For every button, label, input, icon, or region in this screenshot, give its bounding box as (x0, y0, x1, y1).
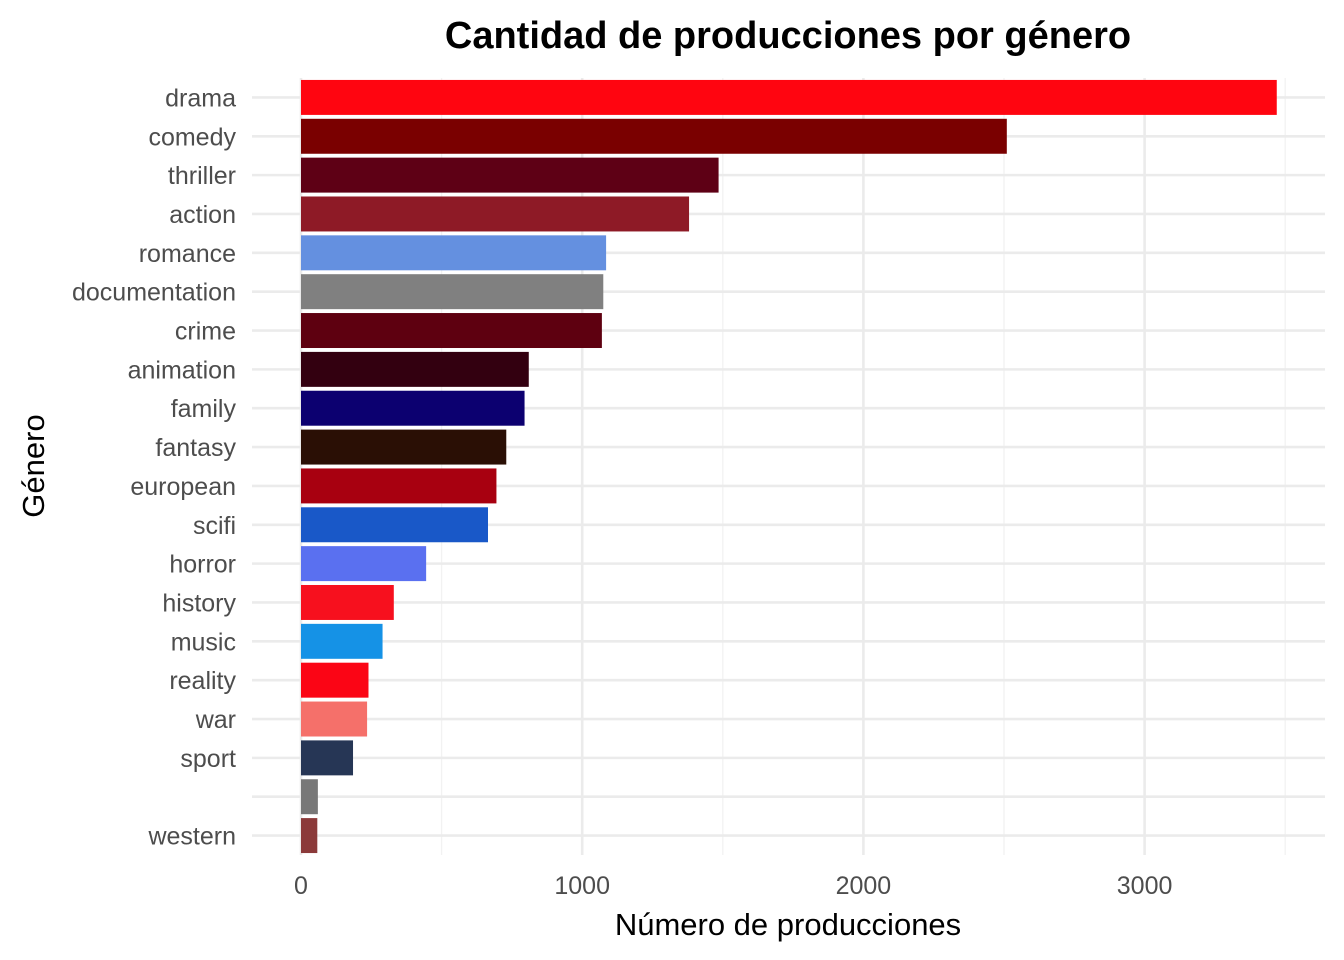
y-tick-label: sport (180, 745, 236, 773)
y-tick-label: drama (165, 84, 236, 112)
bar (301, 196, 690, 232)
bar (301, 468, 497, 504)
bar (301, 351, 529, 387)
bar (301, 79, 1277, 115)
y-tick-label: romance (139, 240, 236, 268)
y-tick-label: comedy (148, 123, 236, 151)
bar (301, 818, 318, 854)
y-tick-label: action (169, 201, 236, 229)
chart-title: Cantidad de producciones por género (445, 15, 1131, 57)
bar (301, 701, 368, 737)
x-tick-label: 2000 (836, 872, 892, 900)
x-axis-title: Número de producciones (615, 907, 961, 942)
bar (301, 740, 354, 776)
x-tick-labels: 0 1000 2000 3000 (294, 872, 1172, 900)
bar (301, 779, 318, 815)
y-tick-label: horror (169, 551, 236, 579)
bar (301, 662, 369, 698)
y-tick-label: european (130, 473, 236, 501)
bar (301, 429, 507, 465)
y-tick-label: western (147, 823, 236, 851)
x-tick-label: 0 (294, 872, 308, 900)
bar (301, 157, 719, 193)
bar (301, 274, 604, 310)
bar (301, 313, 602, 349)
bar (301, 584, 394, 620)
bars (301, 79, 1277, 854)
y-tick-label: fantasy (155, 434, 236, 462)
y-tick-label: crime (175, 318, 236, 346)
y-tick-label: animation (128, 356, 236, 384)
y-tick-label: scifi (193, 512, 236, 540)
y-tick-label: history (162, 589, 236, 617)
bar (301, 623, 383, 659)
grid-lines (252, 78, 1325, 855)
bar (301, 118, 1007, 154)
bar (301, 507, 488, 543)
bar (301, 390, 525, 426)
x-tick-label: 1000 (554, 872, 610, 900)
y-tick-label: thriller (168, 162, 236, 190)
y-axis-title: Género (16, 414, 51, 517)
y-tick-label: war (195, 706, 236, 734)
y-tick-label: music (171, 628, 236, 656)
y-tick-labels: drama comedy thriller action romance document… (72, 84, 237, 850)
x-tick-label: 3000 (1117, 872, 1173, 900)
y-tick-label: family (171, 395, 237, 423)
bar (301, 546, 427, 582)
y-tick-label: reality (169, 667, 236, 695)
bar (301, 235, 607, 271)
y-tick-label: documentation (72, 279, 236, 307)
